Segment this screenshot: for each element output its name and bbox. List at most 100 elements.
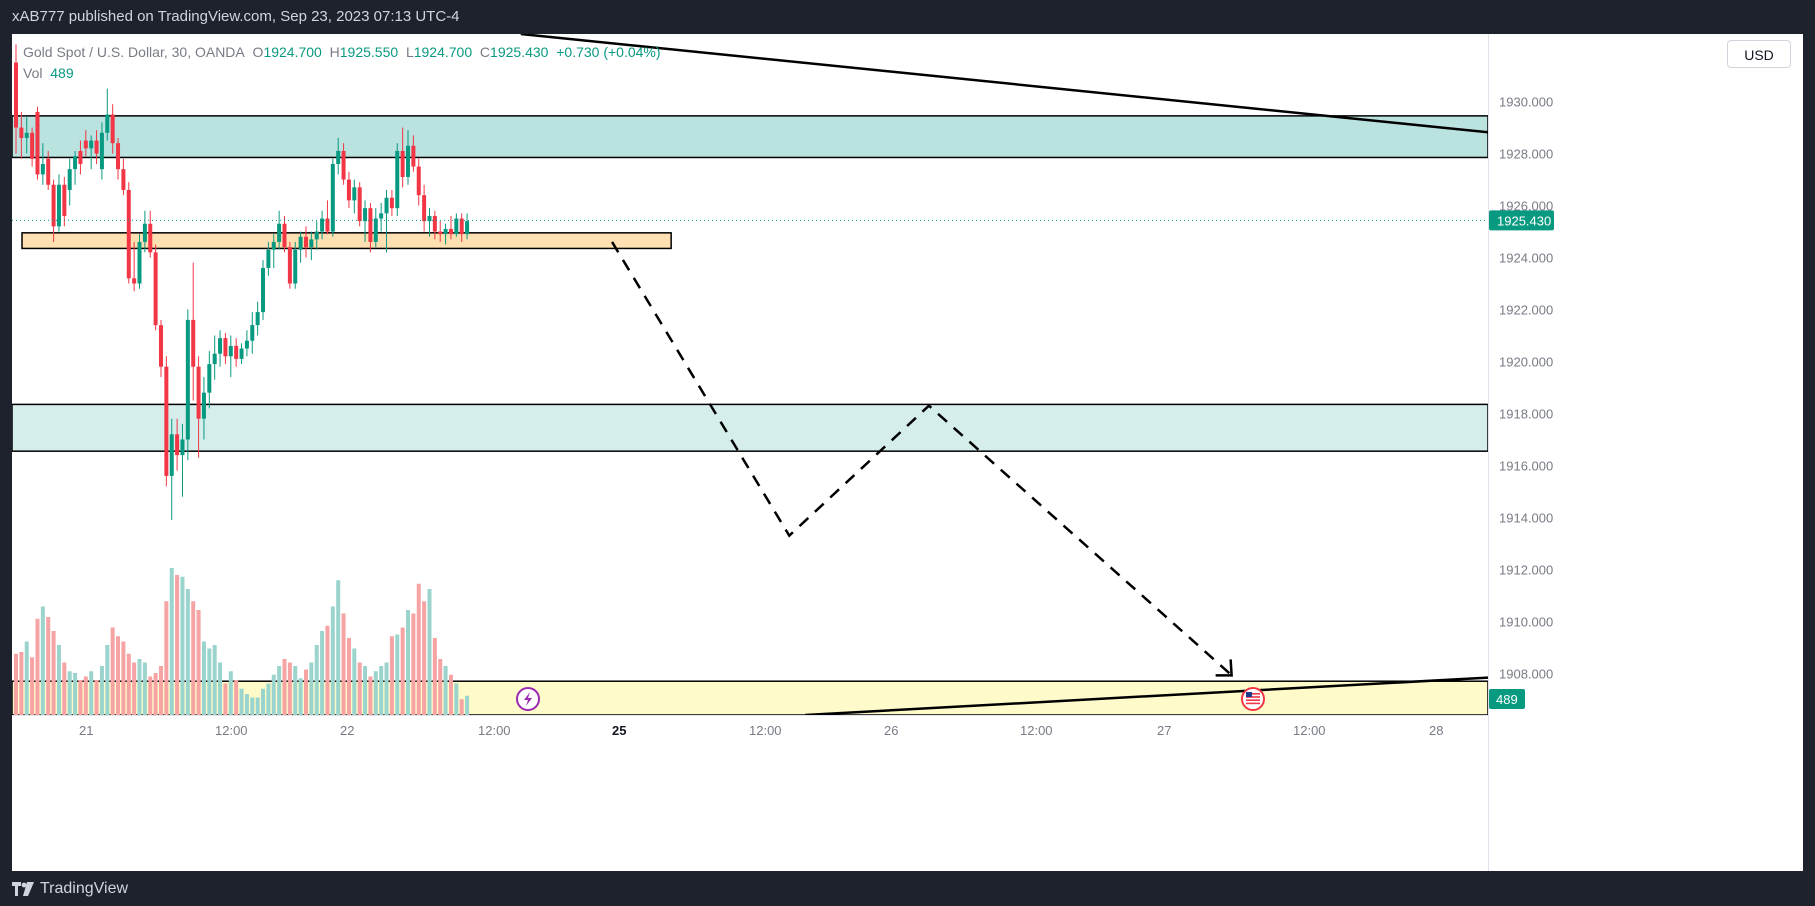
candle[interactable] xyxy=(336,137,341,175)
candle[interactable] xyxy=(454,213,459,237)
candle[interactable] xyxy=(239,343,244,365)
candle[interactable] xyxy=(314,221,319,250)
candle[interactable] xyxy=(443,223,448,245)
candle[interactable] xyxy=(14,44,18,154)
candle[interactable] xyxy=(389,189,394,216)
candle[interactable] xyxy=(287,241,292,289)
candle[interactable] xyxy=(24,117,29,154)
candle[interactable] xyxy=(411,135,416,172)
candle[interactable] xyxy=(137,234,142,289)
candle-body xyxy=(271,241,276,250)
currency-button[interactable]: USD xyxy=(1727,40,1791,68)
candle[interactable] xyxy=(330,158,335,237)
candle[interactable] xyxy=(400,127,405,188)
candle[interactable] xyxy=(201,377,206,440)
trendline-2[interactable] xyxy=(805,676,1492,715)
candle[interactable] xyxy=(228,335,233,378)
candle[interactable] xyxy=(83,130,88,157)
candle[interactable] xyxy=(196,356,201,458)
plot-area[interactable] xyxy=(12,34,1493,715)
candle[interactable] xyxy=(110,104,115,154)
candle[interactable] xyxy=(19,111,24,159)
candle[interactable] xyxy=(30,127,35,167)
tradingview-logo[interactable]: TradingView xyxy=(12,880,128,898)
candle[interactable] xyxy=(175,418,180,471)
candle[interactable] xyxy=(255,301,260,336)
us-flag-event-icon[interactable] xyxy=(1241,687,1265,711)
candle[interactable] xyxy=(406,130,411,185)
candle[interactable] xyxy=(293,241,298,289)
candle[interactable] xyxy=(427,208,432,237)
candle[interactable] xyxy=(352,179,357,214)
candle[interactable] xyxy=(341,143,346,185)
candle[interactable] xyxy=(282,215,287,253)
candle[interactable] xyxy=(89,135,94,170)
candle[interactable] xyxy=(218,330,223,367)
trendline-1[interactable] xyxy=(520,34,1493,134)
candle[interactable] xyxy=(223,332,228,365)
candle[interactable] xyxy=(422,184,427,232)
candle[interactable] xyxy=(169,418,174,521)
candle[interactable] xyxy=(432,210,437,240)
candle[interactable] xyxy=(277,210,282,250)
candle[interactable] xyxy=(105,88,110,141)
candle[interactable] xyxy=(368,202,373,253)
candle[interactable] xyxy=(158,319,163,378)
candle[interactable] xyxy=(121,158,126,196)
candle[interactable] xyxy=(191,262,196,401)
candle[interactable] xyxy=(126,182,131,284)
candle[interactable] xyxy=(99,122,104,180)
candle[interactable] xyxy=(62,176,67,227)
candle[interactable] xyxy=(153,244,158,331)
zone-support[interactable] xyxy=(12,403,1488,452)
candle[interactable] xyxy=(320,210,325,240)
candle[interactable] xyxy=(395,143,400,216)
candle[interactable] xyxy=(325,200,330,235)
candle[interactable] xyxy=(357,182,362,227)
candle[interactable] xyxy=(142,210,147,253)
candle[interactable] xyxy=(261,260,266,320)
candle[interactable] xyxy=(309,231,314,261)
candle[interactable] xyxy=(94,130,99,164)
candle[interactable] xyxy=(73,150,78,185)
price-chart[interactable]: 1930.000 1928.000 1926.000 1924.000 1922.000… xyxy=(12,34,1803,871)
candle[interactable] xyxy=(212,335,217,380)
zone-target[interactable] xyxy=(12,680,1488,715)
candle[interactable] xyxy=(148,210,153,258)
candle[interactable] xyxy=(56,174,61,232)
candle[interactable] xyxy=(185,309,190,461)
candle[interactable] xyxy=(363,200,368,242)
candle[interactable] xyxy=(132,241,137,292)
candle[interactable] xyxy=(116,137,121,180)
candle[interactable] xyxy=(379,202,384,232)
candle[interactable] xyxy=(234,338,239,367)
candle[interactable] xyxy=(298,231,303,263)
candle[interactable] xyxy=(266,241,271,276)
lightning-event-icon[interactable] xyxy=(516,687,540,711)
candle[interactable] xyxy=(303,226,308,258)
candle[interactable] xyxy=(250,312,255,354)
candle[interactable] xyxy=(465,213,470,240)
candle[interactable] xyxy=(244,330,249,357)
candle[interactable] xyxy=(51,179,56,242)
candle[interactable] xyxy=(78,140,83,175)
zone-demand[interactable] xyxy=(21,232,672,250)
candle[interactable] xyxy=(67,158,72,206)
volume-bar xyxy=(89,671,94,715)
candle[interactable] xyxy=(207,351,212,409)
candle[interactable] xyxy=(46,150,51,190)
zone-supply[interactable] xyxy=(12,115,1488,159)
candle[interactable] xyxy=(164,356,169,487)
candle[interactable] xyxy=(180,423,185,497)
candle[interactable] xyxy=(346,171,351,209)
candle[interactable] xyxy=(35,106,40,180)
candle[interactable] xyxy=(384,189,389,253)
candle[interactable] xyxy=(438,221,443,242)
candle[interactable] xyxy=(373,208,378,248)
projection-path[interactable] xyxy=(610,241,1231,675)
candle[interactable] xyxy=(416,158,421,206)
candle[interactable] xyxy=(459,213,464,242)
candle[interactable] xyxy=(40,143,45,185)
candle[interactable] xyxy=(448,215,453,240)
candle[interactable] xyxy=(271,234,276,268)
